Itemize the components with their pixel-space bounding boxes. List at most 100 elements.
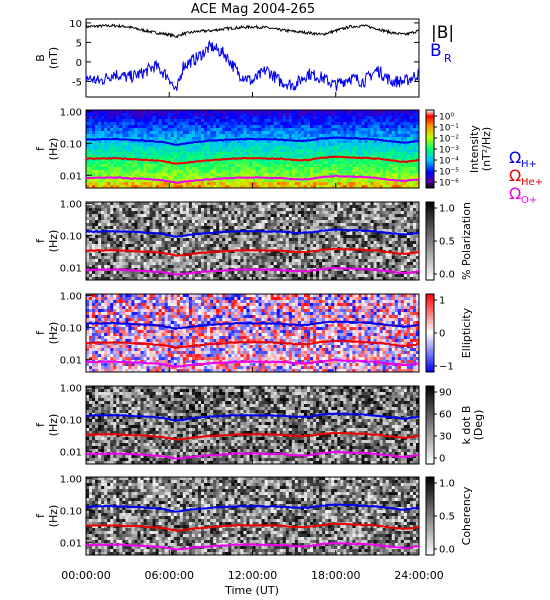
kdotb-colorbar-tick: 90 <box>439 388 452 399</box>
freq-tick-label: 0.10 <box>60 323 82 334</box>
polarization-ylabel: f <box>34 238 47 243</box>
spectrogram-kdotb <box>86 386 420 465</box>
intensity-colorbar-tick: 10⁻⁶ <box>439 179 459 189</box>
legend-b-magnitude: |B| <box>431 23 454 43</box>
polarization-colorbar <box>425 201 435 281</box>
kdotb-colorbar-tick: 0 <box>439 454 445 465</box>
polarization-gyrofrequency-he-plus <box>85 247 420 257</box>
kdotb-gyrofrequency-he-plus <box>85 431 420 441</box>
field-panel-frame <box>85 18 420 98</box>
freq-tick-label: 0.10 <box>60 139 82 150</box>
polarization-colorbar-tick: 0.5 <box>439 237 455 248</box>
intensity-colorbar-tick: 10⁻² <box>439 135 459 145</box>
spectrogram-ellipticity <box>86 294 420 373</box>
field-ytick-label: 0 <box>76 58 82 69</box>
polarization-ylabel-unit: (Hz) <box>47 230 60 253</box>
coherency-ylabel: f <box>34 513 47 518</box>
ellipticity-colorbar-tick: 1 <box>439 296 445 307</box>
ellipticity-gyrofrequency-he-plus <box>85 339 420 349</box>
kdotb-colorbar <box>425 385 435 465</box>
kdotb-colorbar-tick: 30 <box>439 432 452 443</box>
polarization-colorbar-tick: 1.0 <box>439 204 455 215</box>
polarization-colorbar-tick: 0.0 <box>439 270 455 281</box>
intensity-gyrofrequency-he-plus <box>86 155 420 166</box>
freq-tick-label: 0.01 <box>60 447 82 458</box>
freq-tick-label: 1.00 <box>60 474 82 485</box>
time-tick-label: 18:00:00 <box>311 569 360 582</box>
intensity-colorbar-tick: 10⁻¹ <box>439 124 459 134</box>
intensity-colorbar-tick: 10⁻⁴ <box>439 157 459 167</box>
ellipticity-gyrofrequency-o-plus <box>85 358 420 368</box>
ellipticity-colorbar-tick: −1 <box>439 362 454 373</box>
kdotb-colorbar-label: k dot B <box>460 406 473 445</box>
freq-tick-label: 1.00 <box>60 199 82 210</box>
field-series-b-magnitude <box>85 23 420 39</box>
kdotb-gyrofrequency-h-plus <box>85 412 419 422</box>
legend-omega-o: Ω <box>509 184 521 203</box>
freq-tick-label: 1.00 <box>60 291 82 302</box>
ellipticity-ylabel-unit: (Hz) <box>47 322 60 345</box>
field-ytick-label: 10 <box>69 19 82 30</box>
coherency-colorbar-tick: 0.5 <box>439 512 455 523</box>
field-series-b-r <box>85 39 420 92</box>
freq-tick-label: 0.01 <box>60 355 82 366</box>
ellipticity-colorbar <box>425 293 435 373</box>
ellipticity-ylabel: f <box>34 330 47 335</box>
gyrofrequency-legend: Ω H+ Ω He+ Ω O+ <box>509 148 543 206</box>
freq-tick-label: 1.00 <box>60 383 82 394</box>
intensity-colorbar-label-unit: (nT²/Hz) <box>480 127 493 171</box>
intensity-colorbar-tick: 10⁰ <box>439 113 454 123</box>
field-ylabel: B <box>34 54 47 62</box>
coherency-colorbar-label: Coherency <box>460 486 473 545</box>
x-axis-label: Time (UT) <box>224 584 279 597</box>
freq-tick-label: 0.10 <box>60 231 82 242</box>
legend-omega-o-sub: O+ <box>521 195 537 206</box>
legend-omega-h-sub: H+ <box>521 159 537 170</box>
coherency-colorbar-tick: 0.0 <box>439 545 455 556</box>
intensity-gyrofrequency-h-plus <box>85 136 420 146</box>
figure-title: ACE Mag 2004-265 <box>191 2 315 17</box>
time-axis: Time (UT) 00:00:00 06:00:00 12:00:00 18:00:… <box>61 569 443 597</box>
freq-tick-label: 1.00 <box>60 107 82 118</box>
ellipticity-gyrofrequency-h-plus <box>85 320 420 330</box>
field-ytick-label: 5 <box>76 38 82 49</box>
spectrogram-intensity <box>86 110 420 189</box>
kdotb-ylabel-unit: (Hz) <box>47 414 60 437</box>
time-tick-label: 12:00:00 <box>228 569 277 582</box>
intensity-ylabel-unit: (Hz) <box>47 138 60 161</box>
legend-br: B <box>430 41 442 61</box>
spectrogram-polarization <box>86 202 420 281</box>
ellipticity-colorbar-label: Ellipticity <box>460 307 473 358</box>
kdotb-ylabel: f <box>34 422 47 427</box>
intensity-gyrofrequency-o-plus <box>85 174 420 184</box>
legend-omega-h: Ω <box>509 148 521 167</box>
field-ylabel-unit: (nT) <box>47 47 60 69</box>
intensity-colorbar-tick: 10⁻³ <box>439 146 459 156</box>
field-ytick-label: -5 <box>72 77 82 88</box>
coherency-gyrofrequency-h-plus <box>85 503 420 513</box>
field-legend: |B| B R <box>430 23 454 65</box>
polarization-gyrofrequency-o-plus <box>85 266 420 276</box>
intensity-colorbar <box>425 109 435 189</box>
coherency-gyrofrequency-he-plus <box>85 522 420 532</box>
freq-tick-label: 0.01 <box>60 263 82 274</box>
time-tick-label: 00:00:00 <box>61 569 110 582</box>
time-tick-label: 24:00:00 <box>394 569 443 582</box>
kdotb-colorbar-tick: 60 <box>439 410 452 421</box>
intensity-colorbar-tick: 10⁻⁵ <box>439 168 459 178</box>
freq-tick-label: 0.10 <box>60 506 82 517</box>
polarization-colorbar-label: % Polarization <box>460 202 473 280</box>
ellipticity-colorbar-tick: 0 <box>439 329 445 340</box>
polarization-gyrofrequency-h-plus <box>85 228 420 238</box>
coherency-gyrofrequency-o-plus <box>85 541 420 551</box>
coherency-colorbar <box>425 476 435 556</box>
freq-tick-label: 0.01 <box>60 171 82 182</box>
spectrogram-coherency <box>86 477 420 556</box>
coherency-ylabel-unit: (Hz) <box>47 505 60 528</box>
freq-tick-label: 0.01 <box>60 538 82 549</box>
coherency-colorbar-tick: 1.0 <box>439 479 455 490</box>
time-tick-label: 06:00:00 <box>145 569 194 582</box>
legend-omega-he-sub: He+ <box>521 177 543 188</box>
